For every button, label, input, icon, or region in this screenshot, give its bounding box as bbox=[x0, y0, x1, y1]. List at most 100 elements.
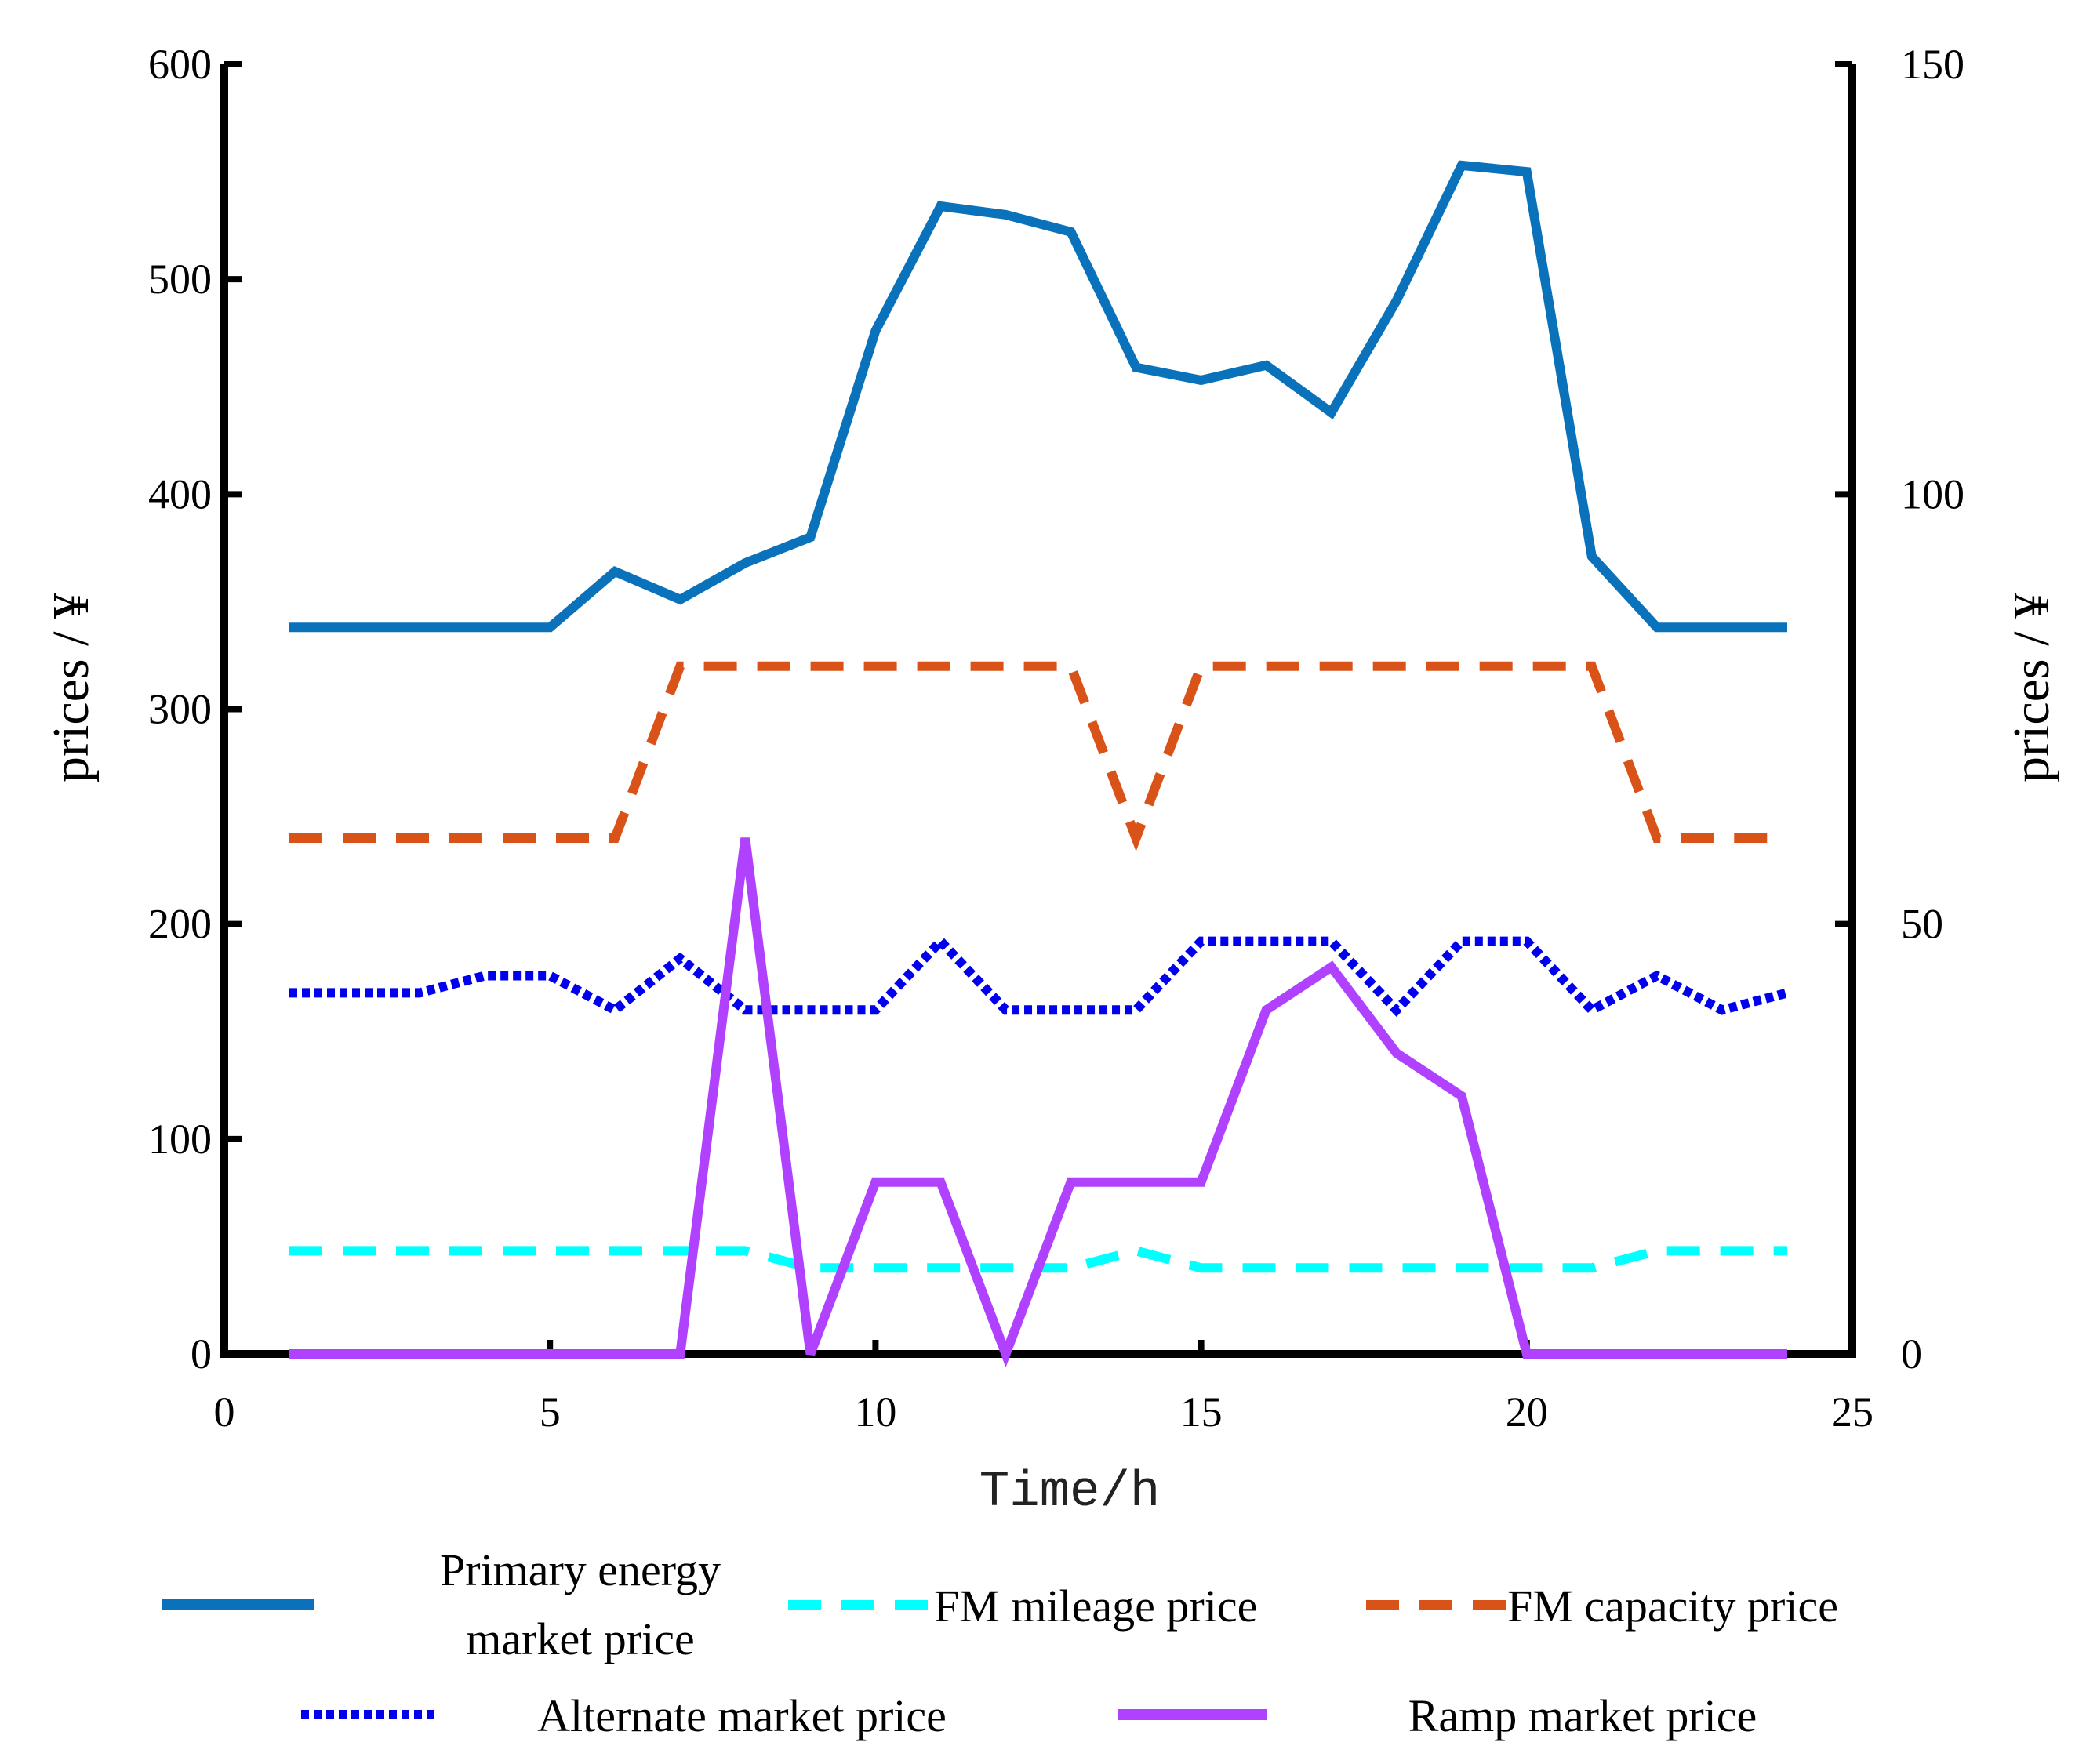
data-point-s1-9 bbox=[809, 1267, 811, 1269]
data-point-s1-16 bbox=[1266, 1267, 1267, 1269]
series-line-alternate-market-price bbox=[289, 934, 1789, 1018]
data-point-s1-1 bbox=[289, 1250, 290, 1251]
data-point-s1-10 bbox=[874, 1267, 876, 1269]
data-point-s3-21 bbox=[1591, 1009, 1593, 1011]
data-point-s0-10 bbox=[874, 330, 876, 332]
series-line-primary-energy-market-price bbox=[289, 160, 1787, 633]
left-y-tick-label: 200 bbox=[148, 901, 212, 948]
data-point-s1-15 bbox=[1201, 1267, 1202, 1269]
legend-label-fm-mileage: FM mileage price bbox=[934, 1581, 1257, 1632]
data-point-s1-23 bbox=[1721, 1250, 1723, 1251]
data-point-s2-18 bbox=[1396, 666, 1397, 667]
data-point-s3-19 bbox=[1461, 941, 1463, 942]
data-point-s3-9 bbox=[809, 1009, 811, 1011]
data-point-s0-9 bbox=[809, 536, 811, 538]
data-point-s0-18 bbox=[1396, 300, 1397, 302]
data-point-s2-19 bbox=[1461, 666, 1463, 667]
data-point-s0-11 bbox=[939, 205, 941, 207]
data-point-s0-20 bbox=[1526, 171, 1528, 172]
data-point-s0-6 bbox=[614, 571, 616, 572]
data-point-s1-20 bbox=[1526, 1267, 1528, 1269]
data-point-s1-18 bbox=[1396, 1267, 1397, 1269]
data-point-s0-15 bbox=[1201, 379, 1202, 381]
data-point-s4-5 bbox=[549, 1353, 551, 1355]
data-point-s2-4 bbox=[484, 837, 485, 839]
right-y-tick-label: 50 bbox=[1901, 901, 1943, 948]
x-tick-label: 25 bbox=[1831, 1388, 1873, 1436]
data-point-s2-24 bbox=[1786, 837, 1788, 839]
data-point-s0-23 bbox=[1721, 626, 1723, 628]
data-point-s4-23 bbox=[1721, 1353, 1723, 1355]
data-point-s3-14 bbox=[1136, 1009, 1137, 1011]
legend-label-primary-energy-line1: Primary energy bbox=[440, 1544, 721, 1595]
data-point-s2-13 bbox=[1070, 666, 1072, 667]
data-point-s0-13 bbox=[1070, 231, 1072, 233]
data-point-s2-21 bbox=[1591, 666, 1593, 667]
data-point-s1-24 bbox=[1786, 1250, 1788, 1251]
x-tick-label: 20 bbox=[1506, 1388, 1548, 1436]
data-point-s3-10 bbox=[874, 1009, 876, 1011]
data-point-s4-9 bbox=[809, 1353, 811, 1355]
data-point-s1-22 bbox=[1656, 1250, 1658, 1251]
data-point-s0-8 bbox=[744, 562, 746, 564]
data-point-s3-16 bbox=[1266, 941, 1267, 942]
data-point-s3-17 bbox=[1331, 941, 1332, 942]
x-tick-label: 15 bbox=[1180, 1388, 1223, 1436]
data-point-s1-5 bbox=[549, 1250, 551, 1251]
data-point-s3-23 bbox=[1721, 1009, 1723, 1011]
data-point-s1-6 bbox=[614, 1250, 616, 1251]
data-point-s3-11 bbox=[939, 941, 941, 942]
data-point-s2-2 bbox=[354, 837, 355, 839]
data-point-s4-12 bbox=[1005, 1353, 1007, 1355]
data-point-s3-12 bbox=[1005, 1009, 1007, 1011]
right-y-tick-label: 150 bbox=[1901, 41, 1964, 88]
data-point-s0-2 bbox=[354, 626, 355, 628]
data-point-s4-16 bbox=[1266, 1009, 1267, 1011]
data-point-s3-4 bbox=[484, 975, 485, 977]
data-point-s4-14 bbox=[1136, 1181, 1137, 1183]
legend-label-alternate: Alternate market price bbox=[537, 1690, 947, 1741]
data-point-s4-17 bbox=[1331, 967, 1332, 968]
data-point-s0-4 bbox=[484, 626, 485, 628]
right-y-tick-label: 100 bbox=[1901, 470, 1964, 517]
legend-label-fm-capacity: FM capacity price bbox=[1507, 1581, 1838, 1632]
data-point-s2-1 bbox=[289, 837, 290, 839]
data-point-s1-17 bbox=[1331, 1267, 1332, 1269]
data-point-s4-4 bbox=[484, 1353, 485, 1355]
x-tick-label: 0 bbox=[214, 1388, 235, 1436]
data-point-s4-19 bbox=[1461, 1095, 1463, 1097]
data-point-s3-13 bbox=[1070, 1009, 1072, 1011]
left-y-tick-label: 0 bbox=[191, 1330, 212, 1377]
data-point-s2-23 bbox=[1721, 837, 1723, 839]
data-point-s1-8 bbox=[744, 1250, 746, 1251]
legend-label-primary-energy-line2: market price bbox=[466, 1613, 694, 1664]
left-y-tick-label: 600 bbox=[148, 41, 212, 88]
data-point-s2-10 bbox=[874, 666, 876, 667]
data-point-s4-24 bbox=[1786, 1353, 1788, 1355]
data-point-s0-22 bbox=[1656, 626, 1658, 628]
data-point-s1-7 bbox=[679, 1250, 681, 1251]
data-point-s0-5 bbox=[549, 626, 551, 628]
data-point-s3-2 bbox=[354, 992, 355, 993]
data-point-s2-6 bbox=[614, 837, 616, 839]
data-point-s3-22 bbox=[1656, 975, 1658, 977]
right-y-axis-title: prices / ¥ bbox=[2003, 593, 2060, 782]
data-point-s3-15 bbox=[1201, 941, 1202, 942]
x-tick-label: 10 bbox=[854, 1388, 896, 1436]
data-point-s1-21 bbox=[1591, 1267, 1593, 1269]
data-point-s2-11 bbox=[939, 666, 941, 667]
data-point-s1-4 bbox=[484, 1250, 485, 1251]
data-point-s3-5 bbox=[549, 975, 551, 977]
data-point-s2-15 bbox=[1201, 666, 1202, 667]
data-point-s2-17 bbox=[1331, 666, 1332, 667]
data-point-s4-3 bbox=[419, 1353, 420, 1355]
data-point-s4-1 bbox=[289, 1353, 290, 1355]
data-point-s1-2 bbox=[354, 1250, 355, 1251]
left-y-tick-label: 300 bbox=[148, 686, 212, 733]
data-point-s4-11 bbox=[939, 1181, 941, 1183]
data-point-s3-24 bbox=[1786, 992, 1788, 993]
left-y-tick-label: 400 bbox=[148, 470, 212, 517]
data-point-s0-14 bbox=[1136, 367, 1137, 368]
